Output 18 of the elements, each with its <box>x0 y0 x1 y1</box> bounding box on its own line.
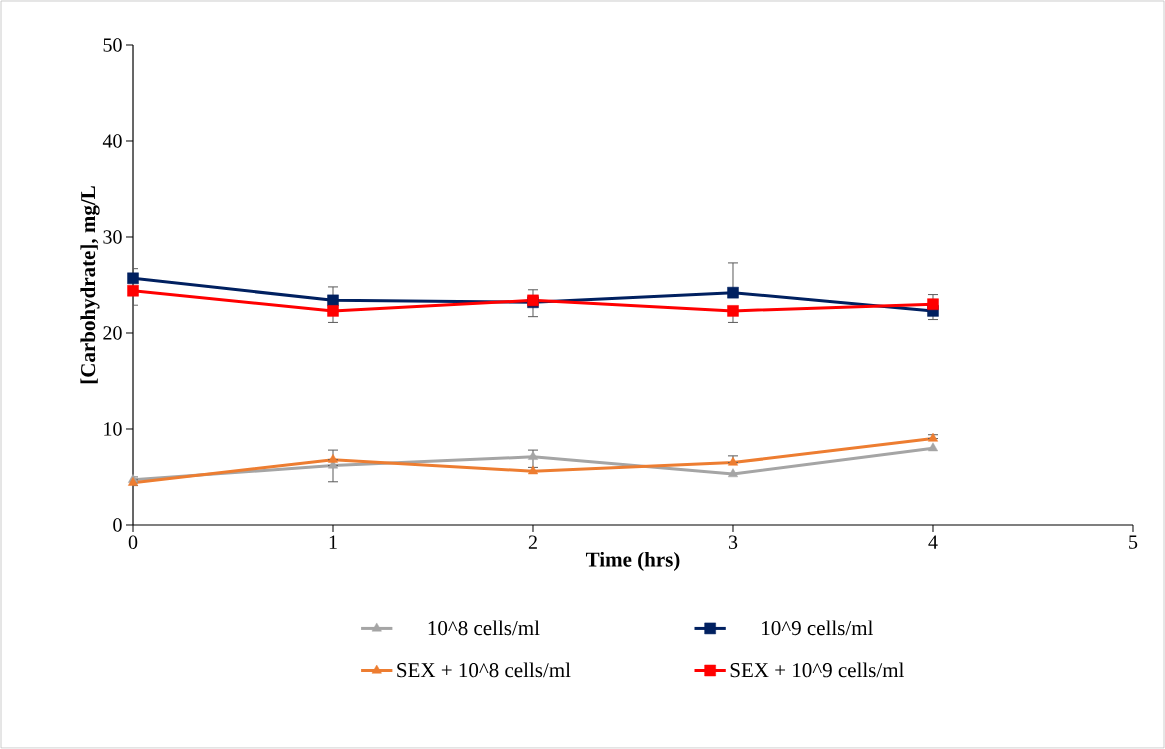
legend-label: 10^8 cells/ml <box>428 620 540 636</box>
x-tick-label: 5 <box>1129 535 1138 549</box>
legend-label: SEX + 10^8 cells/ml <box>397 662 571 678</box>
x-tick-label: 2 <box>528 535 537 549</box>
x-tick-label: 4 <box>928 535 938 549</box>
y-axis-title: [Carbohydrate], mg/L <box>80 186 100 384</box>
y-tick-label: 0 <box>113 518 122 532</box>
x-tick-label: 1 <box>329 535 337 549</box>
y-tick-label: 50 <box>103 38 122 52</box>
legend-label: SEX + 10^9 cells/ml <box>730 662 904 678</box>
legend-label: 10^9 cells/ml <box>762 620 873 636</box>
y-tick-label: 20 <box>103 326 122 340</box>
x-tick-label: 3 <box>728 535 738 549</box>
y-tick-label: 10 <box>104 422 122 436</box>
x-axis-title: Time (hrs) <box>585 551 680 571</box>
y-tick-label: 40 <box>102 134 122 148</box>
x-tick-label: 0 <box>128 535 138 550</box>
y-tick-label: 30 <box>103 230 122 244</box>
